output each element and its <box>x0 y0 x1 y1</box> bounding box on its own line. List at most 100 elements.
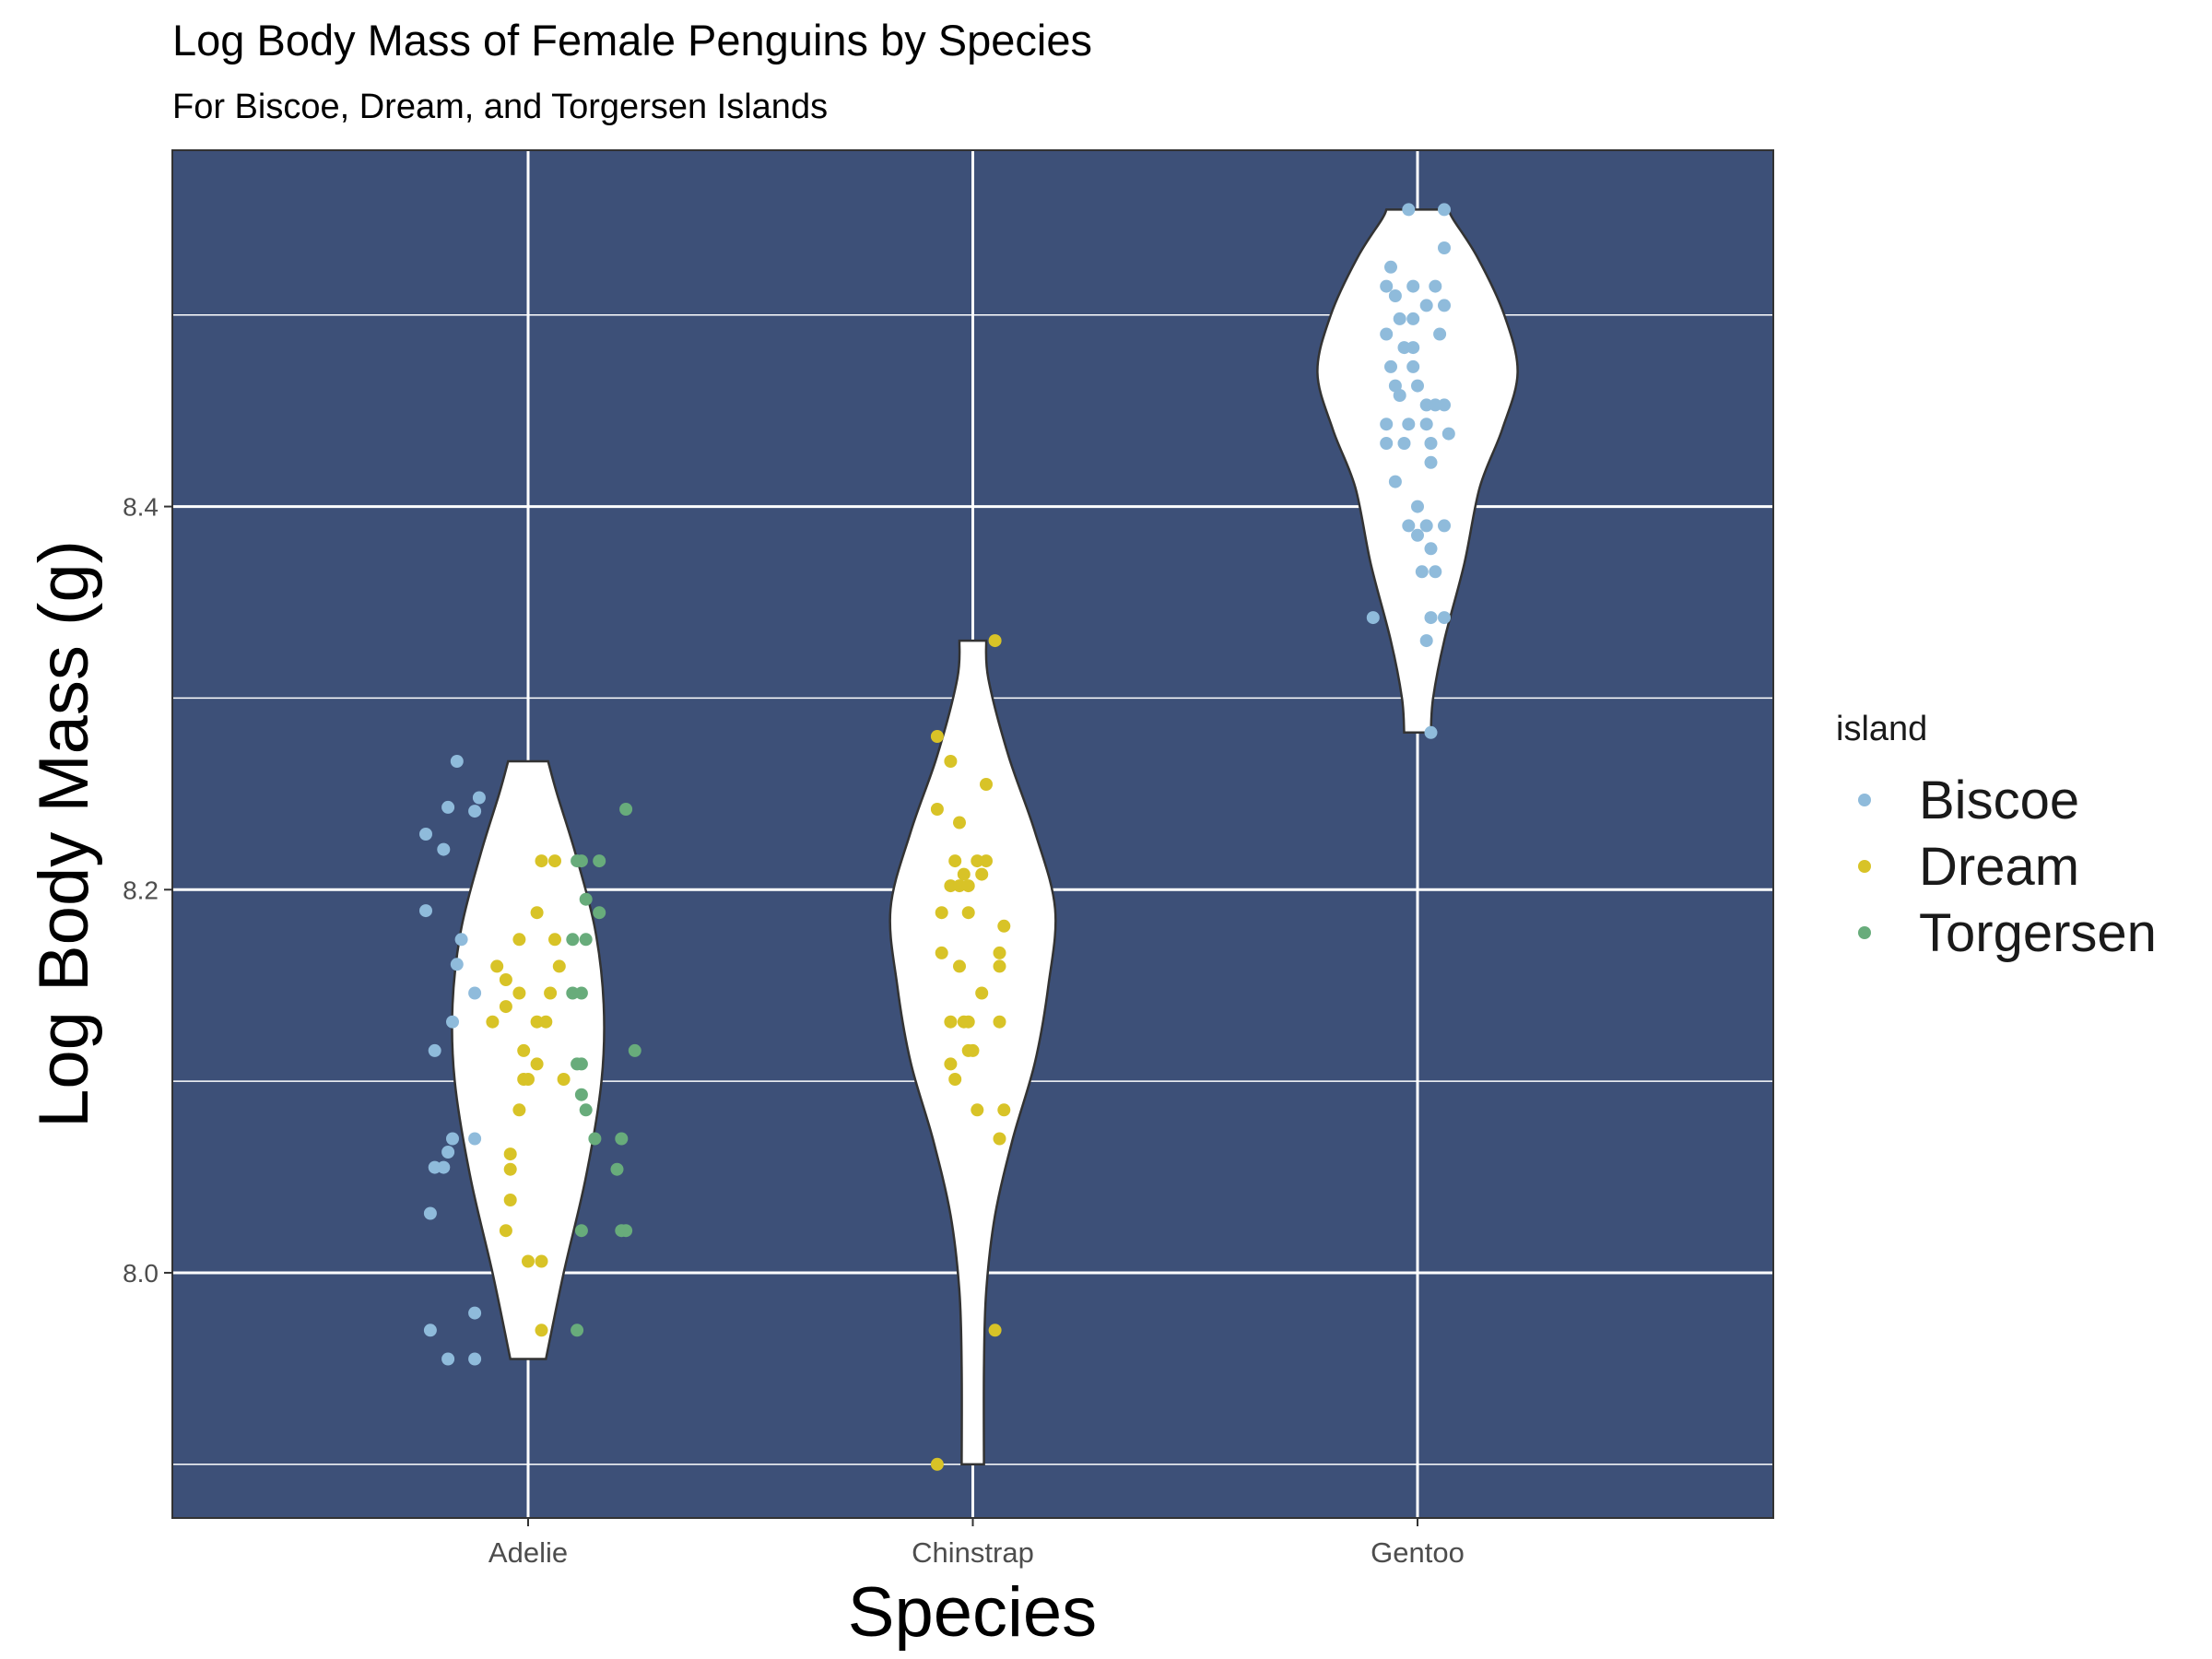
data-point-biscoe <box>419 904 432 918</box>
data-point-biscoe <box>1406 279 1420 293</box>
data-point-torgersen <box>610 1162 624 1176</box>
data-point-dream <box>522 1254 535 1268</box>
y-tick-label: 8.0 <box>123 1259 159 1288</box>
data-point-dream <box>930 1457 944 1471</box>
violin-gentoo <box>1316 208 1519 735</box>
data-point-biscoe <box>1433 327 1447 341</box>
data-point-biscoe <box>1366 611 1380 625</box>
data-point-dream <box>935 946 948 959</box>
data-point-torgersen <box>579 1103 593 1117</box>
data-point-dream <box>499 1000 512 1014</box>
data-point-biscoe <box>1419 519 1433 533</box>
data-point-torgersen <box>615 1132 629 1146</box>
data-point-dream <box>503 1162 517 1176</box>
data-point-dream <box>971 1103 984 1117</box>
data-point-torgersen <box>566 933 580 947</box>
data-point-biscoe <box>1438 398 1451 412</box>
data-point-dream <box>548 933 561 947</box>
data-point-dream <box>993 946 1006 959</box>
data-points <box>419 203 1455 1471</box>
data-point-biscoe <box>1438 299 1451 312</box>
data-point-dream <box>966 1043 980 1057</box>
data-point-biscoe <box>1406 312 1420 325</box>
data-point-biscoe <box>441 1352 455 1366</box>
data-point-biscoe <box>419 828 432 841</box>
data-point-dream <box>980 778 993 791</box>
data-point-dream <box>961 1015 975 1029</box>
data-point-biscoe <box>450 958 464 971</box>
data-point-dream <box>944 755 958 768</box>
data-point-biscoe <box>437 842 451 856</box>
data-point-dream <box>961 906 975 920</box>
data-point-dream <box>535 1324 548 1337</box>
data-point-biscoe <box>1380 418 1394 431</box>
violins <box>451 208 1519 1466</box>
data-point-dream <box>993 1015 1006 1029</box>
data-point-biscoe <box>428 1043 441 1057</box>
data-point-torgersen <box>593 906 606 920</box>
legend-key-biscoe <box>1858 794 1871 806</box>
data-point-biscoe <box>1397 437 1411 450</box>
x-axis-title: Species <box>848 1573 1097 1652</box>
data-point-biscoe <box>446 1132 459 1146</box>
data-point-biscoe <box>1419 299 1433 312</box>
data-point-dream <box>993 1132 1006 1146</box>
data-point-biscoe <box>428 1160 441 1174</box>
data-point-dream <box>530 1057 544 1071</box>
data-point-biscoe <box>1411 500 1424 513</box>
data-point-biscoe <box>441 800 455 814</box>
data-point-biscoe <box>423 1206 437 1220</box>
data-point-dream <box>930 803 944 816</box>
data-point-biscoe <box>1380 327 1394 341</box>
data-point-biscoe <box>1424 455 1438 469</box>
legend-title: island <box>1836 710 1927 748</box>
data-point-dream <box>948 854 962 868</box>
data-point-dream <box>975 986 989 1000</box>
data-point-biscoe <box>1380 279 1394 293</box>
data-point-dream <box>522 1073 535 1086</box>
data-point-dream <box>499 1224 512 1238</box>
data-point-dream <box>935 906 948 920</box>
data-point-dream <box>953 816 966 830</box>
legend-key-dream <box>1858 860 1871 873</box>
x-axis: Adelie Chinstrap Gentoo <box>488 1518 1465 1569</box>
data-point-dream <box>961 879 975 893</box>
legend-label-biscoe: Biscoe <box>1919 771 2079 830</box>
data-point-biscoe <box>1411 379 1424 393</box>
data-point-dream <box>544 986 558 1000</box>
data-point-biscoe <box>1402 519 1416 533</box>
x-tick-label: Gentoo <box>1371 1536 1465 1569</box>
data-point-dream <box>980 854 993 868</box>
chart-subtitle: For Biscoe, Dream, and Torgersen Islands <box>172 88 828 126</box>
data-point-biscoe <box>437 1160 451 1174</box>
data-point-dream <box>535 1254 548 1268</box>
y-tick-label: 8.2 <box>123 876 159 904</box>
data-point-dream <box>503 1147 517 1161</box>
data-point-torgersen <box>571 1324 584 1337</box>
data-point-biscoe <box>1424 542 1438 556</box>
data-point-biscoe <box>1419 398 1433 412</box>
data-point-torgersen <box>628 1043 641 1057</box>
data-point-biscoe <box>1393 312 1406 325</box>
data-point-dream <box>930 730 944 743</box>
data-point-biscoe <box>1397 341 1411 355</box>
y-axis: 8.0 8.2 8.4 <box>123 493 172 1288</box>
data-point-biscoe <box>468 805 482 818</box>
data-point-torgersen <box>574 854 588 868</box>
data-point-biscoe <box>1429 398 1442 412</box>
data-point-biscoe <box>423 1324 437 1337</box>
data-point-biscoe <box>1429 565 1442 579</box>
data-point-biscoe <box>454 933 468 947</box>
data-point-biscoe <box>1441 427 1455 441</box>
data-point-biscoe <box>1438 241 1451 254</box>
data-point-torgersen <box>593 854 606 868</box>
data-point-biscoe <box>1438 203 1451 217</box>
data-point-dream <box>552 959 566 973</box>
data-point-dream <box>539 1015 553 1029</box>
data-point-dream <box>944 879 958 893</box>
data-point-torgersen <box>588 1132 602 1146</box>
data-point-dream <box>512 1103 526 1117</box>
data-point-torgersen <box>574 986 588 1000</box>
